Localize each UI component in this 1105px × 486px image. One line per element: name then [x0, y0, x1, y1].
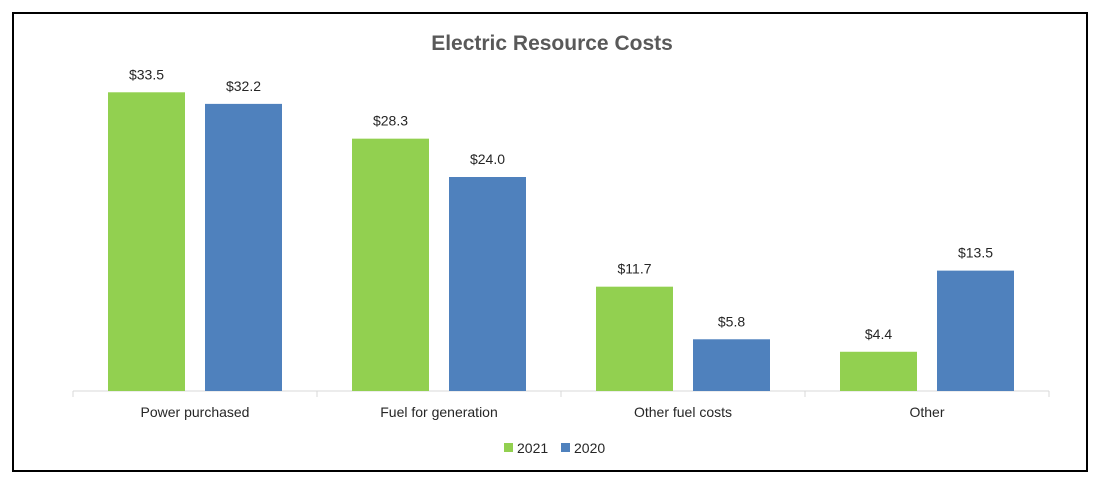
legend: 2021 2020 [504, 440, 605, 456]
category-label: Other [909, 404, 944, 420]
legend-swatch-2020 [561, 443, 570, 452]
category-label: Fuel for generation [380, 404, 498, 420]
data-label: $11.7 [618, 261, 652, 277]
legend-swatch-2021 [504, 443, 513, 452]
data-label: $32.2 [226, 78, 261, 94]
data-label: $28.3 [373, 113, 408, 129]
category-label: Other fuel costs [634, 404, 732, 420]
data-label: $33.5 [129, 66, 164, 82]
data-label: $24.0 [470, 151, 505, 167]
data-label: $4.4 [865, 326, 892, 342]
data-label: $5.8 [718, 313, 745, 329]
data-label: $13.5 [958, 245, 993, 261]
category-label: Power purchased [141, 404, 250, 420]
bar-2020-other-fuel-costs [693, 339, 770, 391]
bar-2020-fuel-for-generation [449, 177, 526, 391]
bar-2021-other [840, 351, 917, 391]
legend-label-2021: 2021 [517, 440, 548, 456]
bar-2021-other-fuel-costs [596, 286, 673, 391]
bar-2021-power-purchased [108, 92, 185, 392]
legend-label-2020: 2020 [574, 440, 605, 456]
bar-2021-fuel-for-generation [352, 138, 429, 391]
bar-2020-other [937, 270, 1014, 391]
chart-title: Electric Resource Costs [431, 32, 673, 55]
chart-frame [12, 12, 1088, 472]
plot-area: $33.5 $32.2 Power purchased $28.3 $24.0 Fuel … [72, 66, 1050, 420]
bar-2020-power-purchased [205, 103, 282, 391]
